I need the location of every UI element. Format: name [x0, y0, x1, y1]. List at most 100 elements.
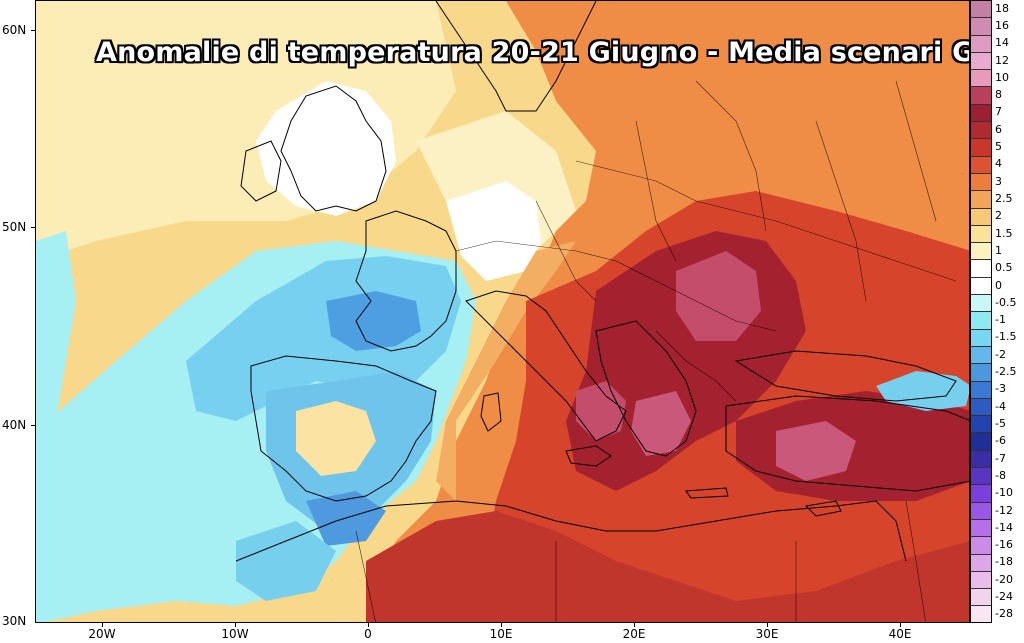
colorbar-swatch: [971, 225, 991, 244]
contour-hot-greece: [631, 391, 691, 456]
colorbar-label: 2.5: [995, 192, 1013, 205]
colorbar-label: 12: [995, 53, 1009, 67]
colorbar-swatch: [971, 139, 991, 157]
lat-tick-40n: [31, 425, 35, 426]
lon-tick-30e: [767, 623, 768, 627]
colorbar-swatch: [971, 295, 991, 313]
colorbar-swatch: [971, 122, 991, 140]
colorbar-swatch: [971, 35, 991, 53]
colorbar-label: -28: [995, 607, 1013, 621]
lon-tick-0: [368, 623, 369, 627]
colorbar-label: -7: [995, 451, 1006, 465]
colorbar-swatch: [971, 485, 991, 503]
colorbar-label: 0.5: [995, 261, 1013, 275]
colorbar-label: -4: [995, 399, 1006, 413]
colorbar-swatch: [971, 416, 991, 434]
coast-turkey: [725, 395, 969, 492]
colorbar-swatch: [971, 312, 991, 330]
colorbar-label: -1.5: [995, 330, 1017, 344]
coast-scandinavia: [435, 1, 597, 112]
coast-balkans: [595, 320, 697, 457]
colorbar-label: 18: [995, 1, 1009, 15]
colorbar-label: -8: [995, 468, 1006, 482]
coast-sicily: [565, 445, 612, 467]
lon-label-10w: 10W: [221, 627, 249, 641]
contour-warm-africa: [366, 511, 969, 622]
colorbar-swatch: [971, 70, 991, 88]
colorbar-swatch: [971, 433, 991, 451]
colorbar-swatch: [971, 191, 991, 209]
lon-tick-40e: [900, 623, 901, 627]
contour-cool-atlantic-west: [36, 231, 76, 431]
colorbar-label: -0.5: [995, 295, 1017, 309]
colorbar-swatch: [971, 537, 991, 555]
colorbar-label: -3: [995, 382, 1006, 396]
colorbar-swatch: [971, 173, 991, 192]
colorbar-swatch: [971, 502, 991, 520]
colorbar-swatch: [971, 243, 991, 261]
colorbar-label: 2: [995, 209, 1002, 223]
colorbar-label: -10: [995, 486, 1013, 500]
colorbar-label: -2: [995, 347, 1006, 361]
coast-britain: [280, 85, 387, 212]
colorbar-label: 0: [995, 278, 1002, 292]
colorbar-label: 5: [995, 140, 1002, 154]
coastlines: [235, 1, 969, 562]
contour-hot-turkey: [776, 421, 856, 481]
lon-tick-10w: [235, 623, 236, 627]
map-frame[interactable]: Anomalie di temperatura 20-21 Giugno - M…: [35, 0, 970, 623]
contour-hot-romania: [676, 251, 761, 341]
colorbar-swatch: [971, 277, 991, 296]
lat-tick-50n: [31, 227, 35, 228]
colorbar-label: -24: [995, 590, 1013, 604]
colorbar-swatch: [971, 346, 991, 365]
coast-ireland: [240, 140, 282, 202]
contour-zero-britain: [256, 81, 396, 216]
coast-iberia: [250, 355, 437, 502]
colorbar-label: 1: [995, 243, 1002, 257]
colorbar-swatch: [971, 519, 991, 538]
coast-blacksea: [734, 350, 957, 402]
lon-label-0: 0: [364, 627, 372, 641]
colorbar-legend: [970, 0, 992, 623]
colorbar-label: -1: [995, 313, 1006, 327]
colorbar-label: -12: [995, 503, 1013, 517]
colorbar-swatch: [971, 104, 991, 123]
lat-label-40n: 40N: [2, 418, 27, 432]
colorbar-swatch: [971, 156, 991, 174]
colorbar-swatch: [971, 381, 991, 399]
coast-africa: [235, 500, 907, 562]
lon-label-20e: 20E: [622, 627, 646, 641]
colorbar-label: -18: [995, 555, 1013, 569]
colorbar-label: 6: [995, 122, 1002, 136]
colorbar-swatch: [971, 208, 991, 226]
colorbar-label: 7: [995, 105, 1002, 119]
colorbar-swatch: [971, 589, 991, 607]
colorbar-label: 16: [995, 18, 1009, 32]
contour-warm-transition: [436, 241, 576, 501]
lat-label-50n: 50N: [2, 220, 27, 234]
lon-tick-20e: [634, 623, 635, 627]
colorbar-swatch: [971, 468, 991, 486]
colorbar-label: 4: [995, 157, 1002, 171]
colorbar-label: 14: [995, 36, 1009, 50]
colorbar-swatch: [971, 18, 991, 36]
colorbar-swatch: [971, 554, 991, 572]
colorbar-label: 1.5: [995, 226, 1013, 240]
coast-cyprus: [804, 500, 842, 517]
colorbar-swatch: [971, 450, 991, 469]
colorbar-label: -20: [995, 572, 1013, 586]
lon-label-10e: 10E: [489, 627, 513, 641]
contour-zero-central: [446, 181, 541, 281]
anomaly-map: [36, 1, 969, 622]
colorbar-label: 3: [995, 174, 1002, 188]
colorbar-label: -16: [995, 538, 1013, 552]
coast-italy: [465, 290, 627, 442]
colorbar-swatch: [971, 571, 991, 590]
contour-cool-africa: [236, 521, 336, 601]
lat-label-60n: 60N: [2, 23, 27, 37]
colorbar-swatch: [971, 260, 991, 278]
colorbar-label: 8: [995, 88, 1002, 102]
contour-pale-iberia: [296, 401, 376, 476]
colorbar-label: 10: [995, 70, 1009, 84]
